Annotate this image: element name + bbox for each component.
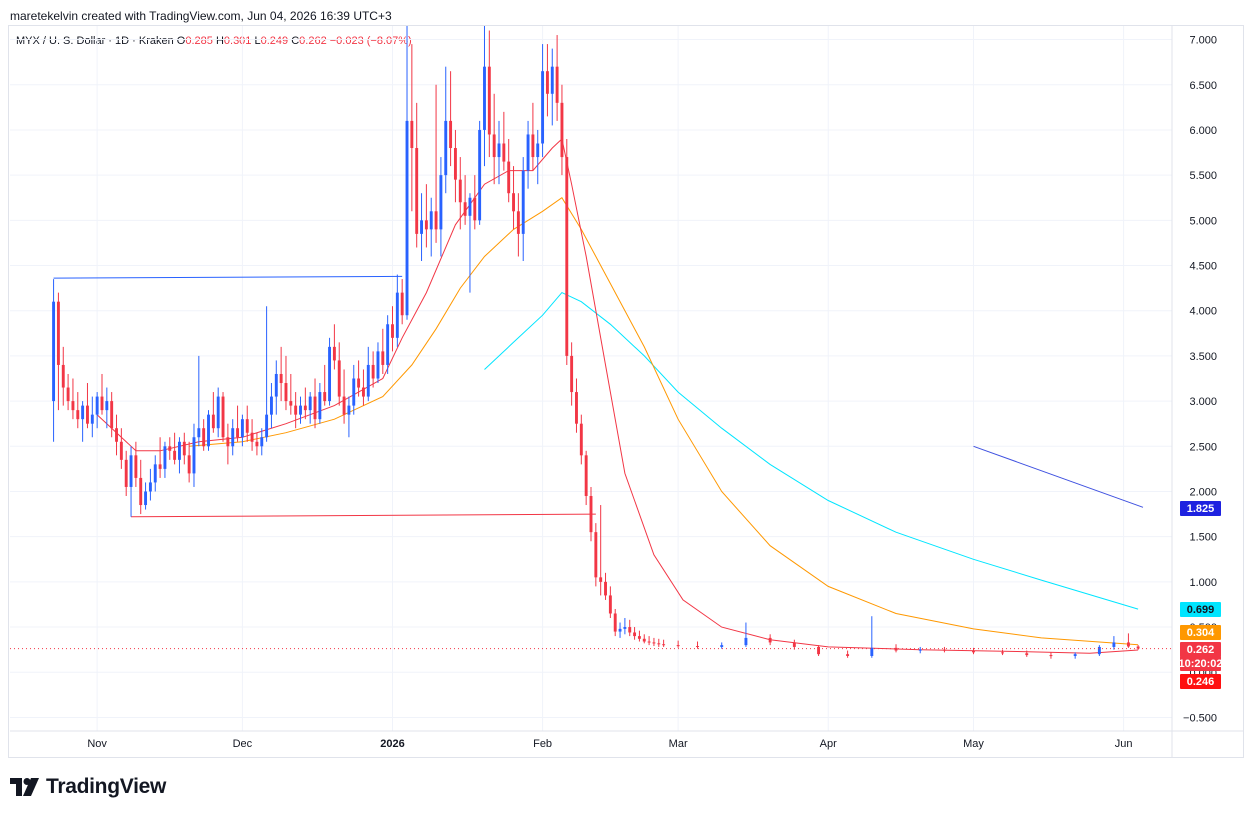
close-label: C — [291, 35, 300, 47]
tradingview-logo[interactable]: TradingView — [10, 775, 166, 799]
tradingview-wordmark: TradingView — [46, 775, 167, 798]
high-label: H — [215, 35, 224, 47]
low-label: L — [254, 35, 261, 47]
chart-frame — [8, 25, 1244, 758]
symbol-label[interactable]: MYX / U. S. Dollar · 1D · Kraken — [16, 35, 174, 47]
close-value: 0.262 — [299, 35, 327, 47]
change-value: −0.023 (−8.07%) — [329, 35, 412, 47]
tradingview-logo-icon — [10, 778, 39, 796]
high-value: 0.301 — [223, 35, 252, 47]
ohlc-legend: MYX / U. S. Dollar · 1D · Kraken O0.285 … — [16, 35, 412, 47]
open-label: O — [176, 35, 186, 47]
low-value: 0.249 — [260, 35, 289, 47]
chart-header: maretekelvin created with TradingView.co… — [10, 9, 392, 23]
open-value: 0.285 — [185, 35, 213, 47]
